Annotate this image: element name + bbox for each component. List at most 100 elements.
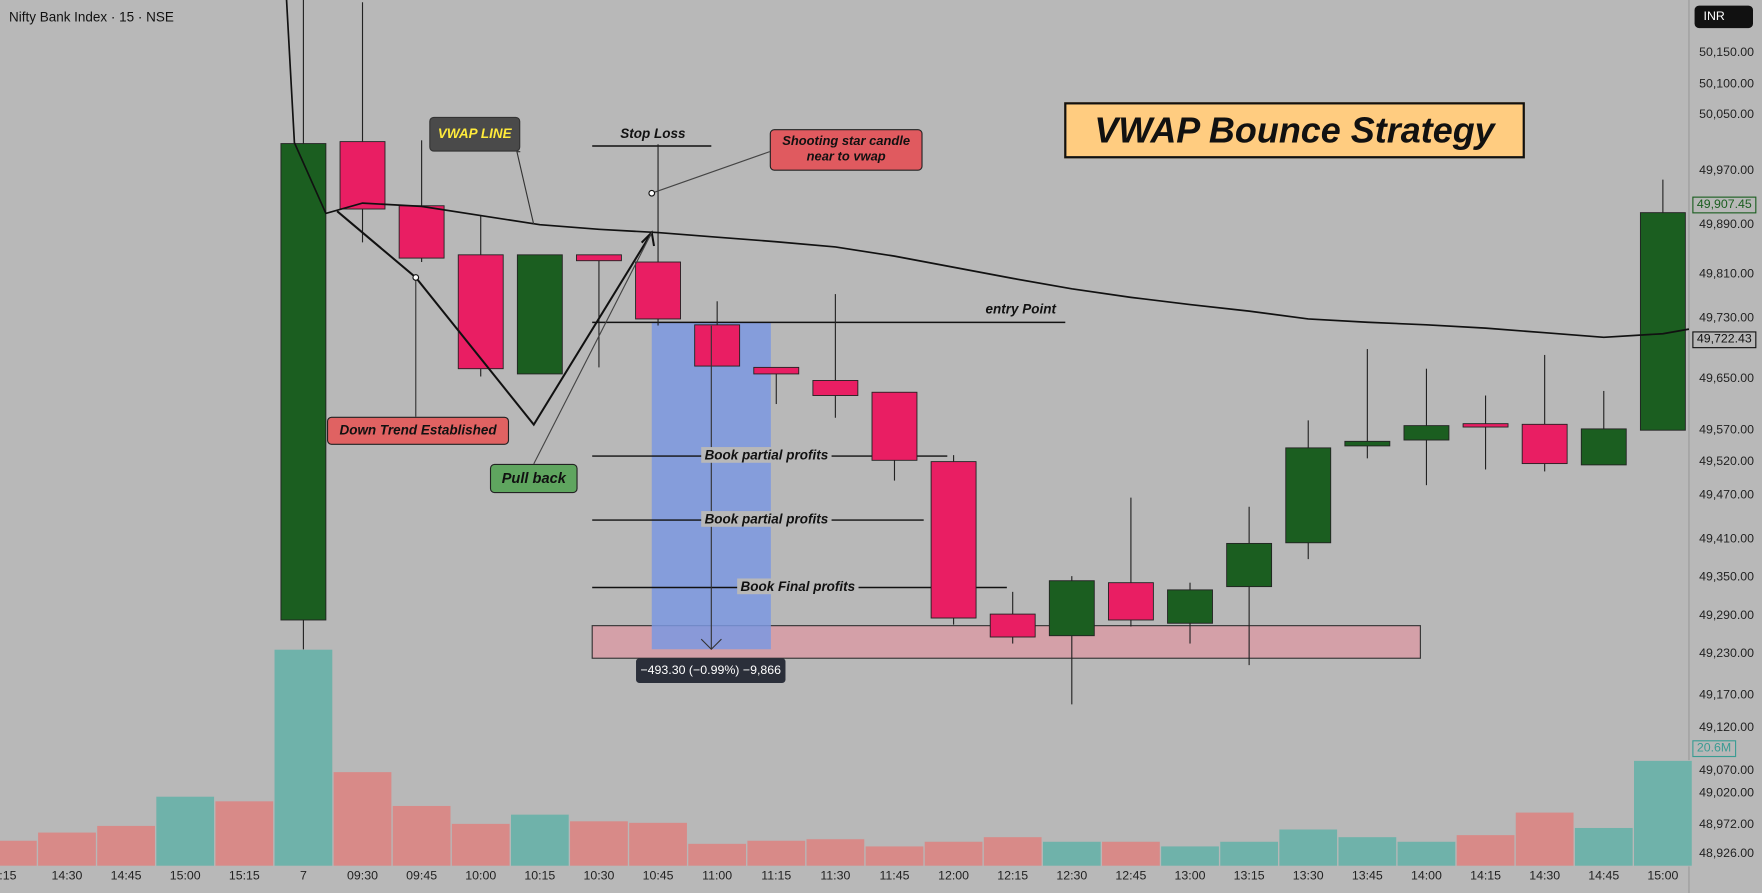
- time-tick: 09:45: [406, 869, 438, 883]
- vwap-line-callout[interactable]: VWAP LINE: [429, 116, 521, 152]
- last-price-tag: 49,907.45: [1692, 196, 1757, 214]
- price-tick: 49,290.00: [1699, 608, 1755, 623]
- partial-profit-label-2: Book partial profits: [701, 511, 832, 527]
- bearish-candle: [1107, 582, 1154, 621]
- time-tick: 10:45: [642, 869, 674, 883]
- time-tick: 13:00: [1174, 869, 1206, 883]
- bearish-candle: [1521, 423, 1568, 465]
- price-tick: 49,970.00: [1699, 163, 1755, 178]
- price-tick: 49,020.00: [1699, 786, 1755, 800]
- bullish-candle: [1167, 589, 1213, 624]
- time-tick: 10:30: [583, 869, 615, 883]
- bullish-candle: [1048, 580, 1095, 637]
- price-tick: 49,170.00: [1699, 688, 1755, 703]
- bearish-candle: [398, 205, 445, 259]
- time-tick: 13:15: [1233, 869, 1265, 883]
- price-tick: 49,520.00: [1699, 454, 1755, 469]
- bearish-candle: [753, 366, 800, 375]
- bearish-candle: [457, 254, 504, 370]
- time-tick: 10:00: [465, 869, 497, 883]
- bearish-candle: [930, 461, 977, 619]
- time-tick: 14:30: [51, 869, 83, 883]
- pull-back-callout[interactable]: Pull back: [489, 463, 578, 494]
- volume-tag: 20.6M: [1692, 740, 1736, 758]
- volume-bar: [1456, 834, 1516, 867]
- price-tick: 50,150.00: [1699, 46, 1755, 60]
- anchor-dot: [412, 274, 420, 281]
- price-tick: 49,650.00: [1699, 371, 1755, 386]
- bearish-candle: [871, 391, 918, 461]
- time-tick: 12:15: [997, 869, 1029, 883]
- currency-button[interactable]: INR: [1694, 5, 1754, 29]
- shooting-star-callout[interactable]: Shooting star candle near to vwap: [769, 129, 923, 171]
- bullish-candle: [1226, 542, 1273, 588]
- time-tick: 13:45: [1351, 869, 1383, 883]
- price-tick: 49,410.00: [1699, 532, 1755, 546]
- pull-back-connector: [533, 232, 653, 465]
- volume-bar: [1633, 760, 1693, 867]
- price-tick: 49,890.00: [1699, 217, 1755, 232]
- measure-readout: −493.30 (−0.99%) −9,866: [636, 658, 786, 683]
- time-tick: :15: [0, 869, 17, 883]
- volume-bar: [37, 831, 97, 867]
- time-tick: 14:45: [110, 869, 142, 883]
- volume-bar: [687, 843, 747, 867]
- bullish-candle: [516, 254, 563, 375]
- entry-label: entry Point: [982, 301, 1060, 317]
- volume-bar: [1278, 828, 1338, 867]
- volume-bar: [805, 838, 865, 867]
- shooting-star-connector: [651, 151, 770, 194]
- volume-bar: [746, 840, 806, 867]
- bullish-candle: [1403, 425, 1450, 441]
- volume-bar: [628, 822, 688, 867]
- time-tick: 11:45: [879, 869, 910, 883]
- time-tick: 12:45: [1115, 869, 1147, 883]
- time-tick: 11:30: [820, 869, 851, 883]
- price-tick: 49,730.00: [1699, 311, 1755, 325]
- volume-bar: [96, 825, 156, 867]
- volume-bar: [273, 649, 333, 867]
- symbol-label: Nifty Bank Index · 15 · NSE: [8, 8, 174, 25]
- price-tick: 48,972.00: [1699, 817, 1755, 832]
- time-tick: 12:30: [1056, 869, 1088, 883]
- volume-bar: [510, 813, 570, 867]
- bearish-candle: [989, 613, 1036, 638]
- time-tick: 14:30: [1529, 869, 1561, 883]
- vwap-line: [285, 0, 1690, 339]
- time-tick: 14:15: [1470, 869, 1502, 883]
- price-tick: 49,810.00: [1699, 267, 1755, 281]
- volume-bar: [214, 800, 274, 867]
- volume-bar: [1219, 841, 1279, 867]
- volume-bar: [1337, 836, 1397, 867]
- bearish-candle: [576, 254, 622, 262]
- volume-bar: [155, 796, 215, 867]
- bearish-candle: [694, 324, 741, 367]
- price-tick: 49,070.00: [1699, 763, 1755, 778]
- price-tick: 49,120.00: [1699, 721, 1755, 735]
- down-trend-callout[interactable]: Down Trend Established: [327, 416, 510, 445]
- price-tick: 50,050.00: [1699, 107, 1755, 122]
- vwap-callout-tail: [516, 151, 535, 225]
- stop-loss-label: Stop Loss: [616, 125, 689, 142]
- time-tick: 13:30: [1292, 869, 1324, 883]
- strategy-title: VWAP Bounce Strategy: [1064, 102, 1525, 159]
- bearish-candle: [1462, 423, 1509, 428]
- volume-bar: [983, 836, 1043, 867]
- volume-bar: [1574, 827, 1634, 867]
- volume-bar: [1042, 841, 1102, 867]
- final-profit-label: Book Final profits: [737, 578, 859, 595]
- bearish-candle: [635, 261, 681, 320]
- time-tick: 10:15: [524, 869, 556, 883]
- time-tick: 15:15: [228, 869, 260, 883]
- partial-profit-label-1: Book partial profits: [701, 447, 832, 463]
- price-tick: 50,100.00: [1699, 77, 1755, 91]
- volume-bar: [1515, 811, 1575, 867]
- volume-bar: [332, 771, 393, 867]
- bullish-candle: [1285, 447, 1332, 544]
- bullish-candle: [1580, 428, 1627, 466]
- volume-bar: [1160, 845, 1220, 867]
- bullish-candle: [1344, 440, 1391, 447]
- volume-bar: [392, 805, 452, 867]
